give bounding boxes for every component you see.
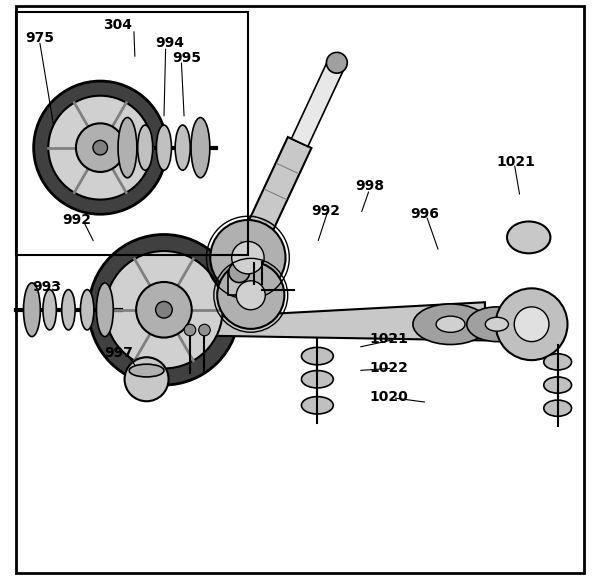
Text: 1021: 1021 (497, 155, 536, 169)
Text: 995: 995 (173, 51, 202, 65)
Circle shape (184, 324, 196, 336)
Text: 304: 304 (103, 18, 132, 32)
Ellipse shape (62, 290, 75, 330)
Circle shape (210, 220, 286, 295)
Ellipse shape (436, 316, 465, 332)
Ellipse shape (544, 354, 572, 370)
Circle shape (229, 262, 250, 283)
Text: 998: 998 (355, 179, 384, 193)
Circle shape (199, 324, 210, 336)
Ellipse shape (301, 397, 333, 414)
Circle shape (89, 234, 239, 385)
Text: 994: 994 (155, 36, 184, 50)
Text: 992: 992 (311, 204, 341, 218)
Polygon shape (172, 302, 485, 340)
Polygon shape (292, 59, 345, 146)
Ellipse shape (301, 371, 333, 388)
Ellipse shape (413, 304, 488, 345)
Ellipse shape (544, 400, 572, 416)
Ellipse shape (43, 290, 56, 330)
Ellipse shape (118, 118, 137, 178)
Text: 993: 993 (32, 280, 61, 294)
Circle shape (496, 288, 568, 360)
Text: 975: 975 (25, 31, 54, 45)
Text: 992: 992 (62, 213, 92, 227)
Ellipse shape (467, 307, 527, 342)
Ellipse shape (23, 283, 40, 336)
Text: 996: 996 (410, 207, 439, 221)
Circle shape (49, 96, 152, 200)
Circle shape (236, 281, 265, 310)
Ellipse shape (97, 283, 113, 336)
Polygon shape (227, 137, 311, 278)
Ellipse shape (191, 118, 210, 178)
Ellipse shape (485, 317, 508, 331)
Ellipse shape (80, 290, 94, 330)
Circle shape (93, 140, 107, 155)
Circle shape (34, 81, 167, 214)
Circle shape (136, 282, 192, 338)
Circle shape (125, 357, 169, 401)
Circle shape (217, 262, 284, 329)
Circle shape (155, 302, 172, 318)
Text: 1020: 1020 (370, 390, 408, 404)
Circle shape (232, 241, 264, 274)
Ellipse shape (507, 222, 550, 254)
Text: 1022: 1022 (370, 361, 409, 375)
Bar (16, 12, 248, 255)
Ellipse shape (175, 125, 190, 170)
Ellipse shape (544, 377, 572, 393)
Circle shape (105, 251, 223, 368)
Ellipse shape (157, 125, 172, 170)
Text: 997: 997 (104, 346, 133, 360)
Ellipse shape (301, 347, 333, 365)
Ellipse shape (129, 364, 164, 377)
Circle shape (76, 123, 125, 172)
Circle shape (326, 52, 347, 73)
Polygon shape (227, 272, 245, 295)
Text: 1021: 1021 (370, 332, 409, 346)
Ellipse shape (137, 125, 153, 170)
Circle shape (514, 307, 549, 342)
